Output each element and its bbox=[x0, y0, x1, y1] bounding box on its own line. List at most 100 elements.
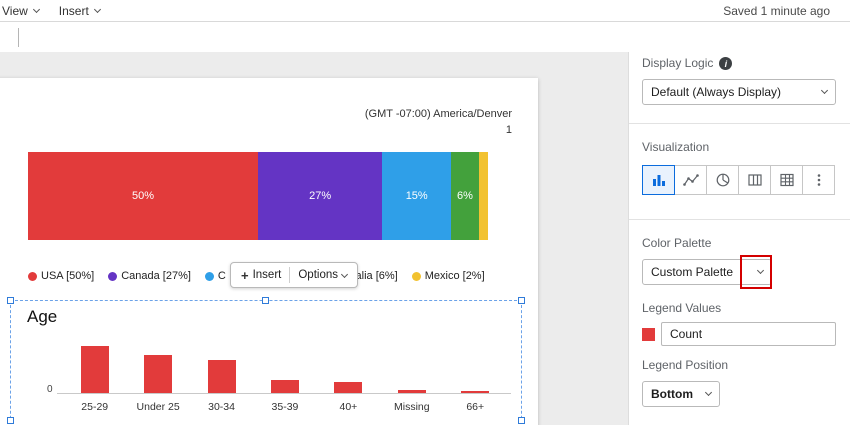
bar[interactable] bbox=[80, 346, 109, 393]
bar[interactable] bbox=[270, 380, 299, 393]
legend-position-select[interactable]: Bottom bbox=[642, 381, 720, 407]
menu-insert[interactable]: Insert bbox=[58, 3, 101, 18]
bar[interactable] bbox=[461, 391, 490, 393]
chevron-down-icon bbox=[820, 86, 829, 95]
chevron-down-icon bbox=[93, 5, 101, 13]
age-bar-cell bbox=[63, 333, 126, 393]
viz-pie-chart-button[interactable] bbox=[706, 165, 739, 195]
legend-values-row bbox=[642, 322, 836, 346]
table-icon bbox=[779, 173, 794, 187]
floating-toolbar: + Insert Options bbox=[230, 262, 358, 288]
legend-dot bbox=[108, 271, 118, 281]
info-icon[interactable]: i bbox=[719, 57, 733, 70]
section-divider bbox=[628, 123, 850, 124]
selection-handle[interactable] bbox=[262, 297, 269, 304]
legend-dot bbox=[411, 271, 421, 281]
age-bar-cell bbox=[253, 333, 316, 393]
selection-handle[interactable] bbox=[7, 297, 14, 304]
insert-button-label: Insert bbox=[252, 269, 282, 281]
menu-group: View Insert bbox=[2, 3, 101, 18]
legend-item[interactable]: Canada [27%] bbox=[108, 270, 191, 282]
legend-item[interactable]: ralia [6%] bbox=[352, 270, 398, 282]
viz-table-button[interactable] bbox=[770, 165, 803, 195]
options-button[interactable]: Options bbox=[290, 264, 355, 286]
legend-position-label: Legend Position bbox=[642, 358, 729, 372]
x-axis-label: 66+ bbox=[466, 401, 485, 413]
bar-segment[interactable]: 6% bbox=[451, 152, 479, 240]
color-palette-value: Custom Palette bbox=[651, 265, 734, 279]
age-bar-cell bbox=[380, 333, 443, 393]
page-number: 1 bbox=[505, 124, 512, 136]
legend-label: USA [50%] bbox=[41, 270, 95, 282]
display-logic-value: Default (Always Display) bbox=[651, 85, 782, 99]
selection-handle[interactable] bbox=[518, 417, 525, 424]
x-axis-label: 35-39 bbox=[271, 401, 299, 413]
legend-position-value: Bottom bbox=[651, 387, 693, 401]
age-bar-cell bbox=[444, 333, 507, 393]
report-page-card: (GMT -07:00) America/Denver 1 50% 27% 15% 6… bbox=[0, 78, 538, 425]
section-divider bbox=[628, 219, 850, 220]
chevron-down-icon bbox=[340, 270, 349, 278]
x-axis-line bbox=[57, 393, 511, 394]
selection-handle[interactable] bbox=[7, 417, 14, 424]
display-logic-select[interactable]: Default (Always Display) bbox=[642, 79, 836, 105]
legend-item[interactable]: C bbox=[204, 270, 226, 282]
insert-button[interactable]: + Insert bbox=[233, 264, 289, 286]
age-chart-bars bbox=[63, 333, 507, 393]
display-logic-label: Display Logic bbox=[642, 56, 714, 70]
chevron-down-icon bbox=[32, 5, 40, 13]
column-chart-icon bbox=[747, 174, 762, 186]
options-button-label: Options bbox=[298, 269, 338, 281]
legend-dot bbox=[204, 271, 214, 281]
menu-view[interactable]: View bbox=[2, 3, 40, 18]
toolbar-divider bbox=[18, 28, 19, 47]
bar[interactable] bbox=[207, 360, 236, 393]
legend-item[interactable]: Mexico [2%] bbox=[411, 270, 485, 282]
viz-more-button[interactable] bbox=[802, 165, 835, 195]
plus-icon: + bbox=[241, 267, 249, 283]
color-palette-select[interactable]: Custom Palette bbox=[642, 259, 772, 285]
selection-handle[interactable] bbox=[518, 297, 525, 304]
menu-view-label: View bbox=[2, 3, 28, 18]
bar-segment[interactable]: 50% bbox=[28, 152, 258, 240]
chevron-down-icon bbox=[704, 388, 713, 397]
top-menu-bar: View Insert Saved 1 minute ago bbox=[0, 0, 850, 22]
menu-insert-label: Insert bbox=[58, 3, 89, 18]
legend-color-swatch[interactable] bbox=[642, 327, 655, 341]
viz-column-chart-button[interactable] bbox=[738, 165, 771, 195]
legend-dot bbox=[28, 271, 37, 281]
stacked-bar-chart: 50% 27% 15% 6% bbox=[28, 152, 488, 240]
viz-bar-chart-button[interactable] bbox=[642, 165, 675, 195]
bar-segment[interactable]: 27% bbox=[258, 152, 383, 240]
viz-line-chart-button[interactable] bbox=[674, 165, 707, 195]
x-axis-label: 40+ bbox=[339, 401, 358, 413]
x-axis-label: Missing bbox=[394, 401, 430, 413]
more-vertical-icon bbox=[817, 174, 820, 186]
age-chart-title: Age bbox=[27, 307, 58, 326]
legend-item[interactable]: USA [50%] bbox=[28, 270, 94, 282]
line-chart-icon bbox=[682, 174, 699, 186]
legend-label: Canada [27%] bbox=[121, 270, 191, 282]
bar[interactable] bbox=[334, 382, 363, 393]
age-bar-cell bbox=[317, 333, 380, 393]
x-axis-label: 30-34 bbox=[208, 401, 235, 413]
bar-segment[interactable]: 15% bbox=[382, 152, 452, 240]
visualization-options bbox=[642, 165, 836, 195]
bar-chart-icon bbox=[652, 175, 665, 186]
x-axis-label: Under 25 bbox=[136, 401, 180, 413]
bar[interactable] bbox=[397, 390, 426, 393]
panel-divider bbox=[628, 52, 629, 425]
segment-value-label: 50% bbox=[131, 190, 155, 202]
age-widget-selection[interactable]: Age 0 25-29 Under 25 30-34 35-39 40+ Missing 6… bbox=[7, 297, 525, 425]
legend-label: ralia [6%] bbox=[351, 270, 398, 282]
x-axis-label: 25-29 bbox=[81, 401, 109, 413]
segment-value-label: 27% bbox=[309, 190, 332, 202]
saved-status: Saved 1 minute ago bbox=[723, 3, 830, 18]
legend-label: Mexico [2%] bbox=[424, 270, 485, 282]
legend-values-input[interactable] bbox=[661, 322, 836, 346]
color-palette-label: Color Palette bbox=[642, 236, 712, 250]
segment-value-label: 15% bbox=[405, 190, 428, 202]
bar[interactable] bbox=[144, 355, 173, 393]
bar-segment[interactable] bbox=[478, 152, 488, 240]
